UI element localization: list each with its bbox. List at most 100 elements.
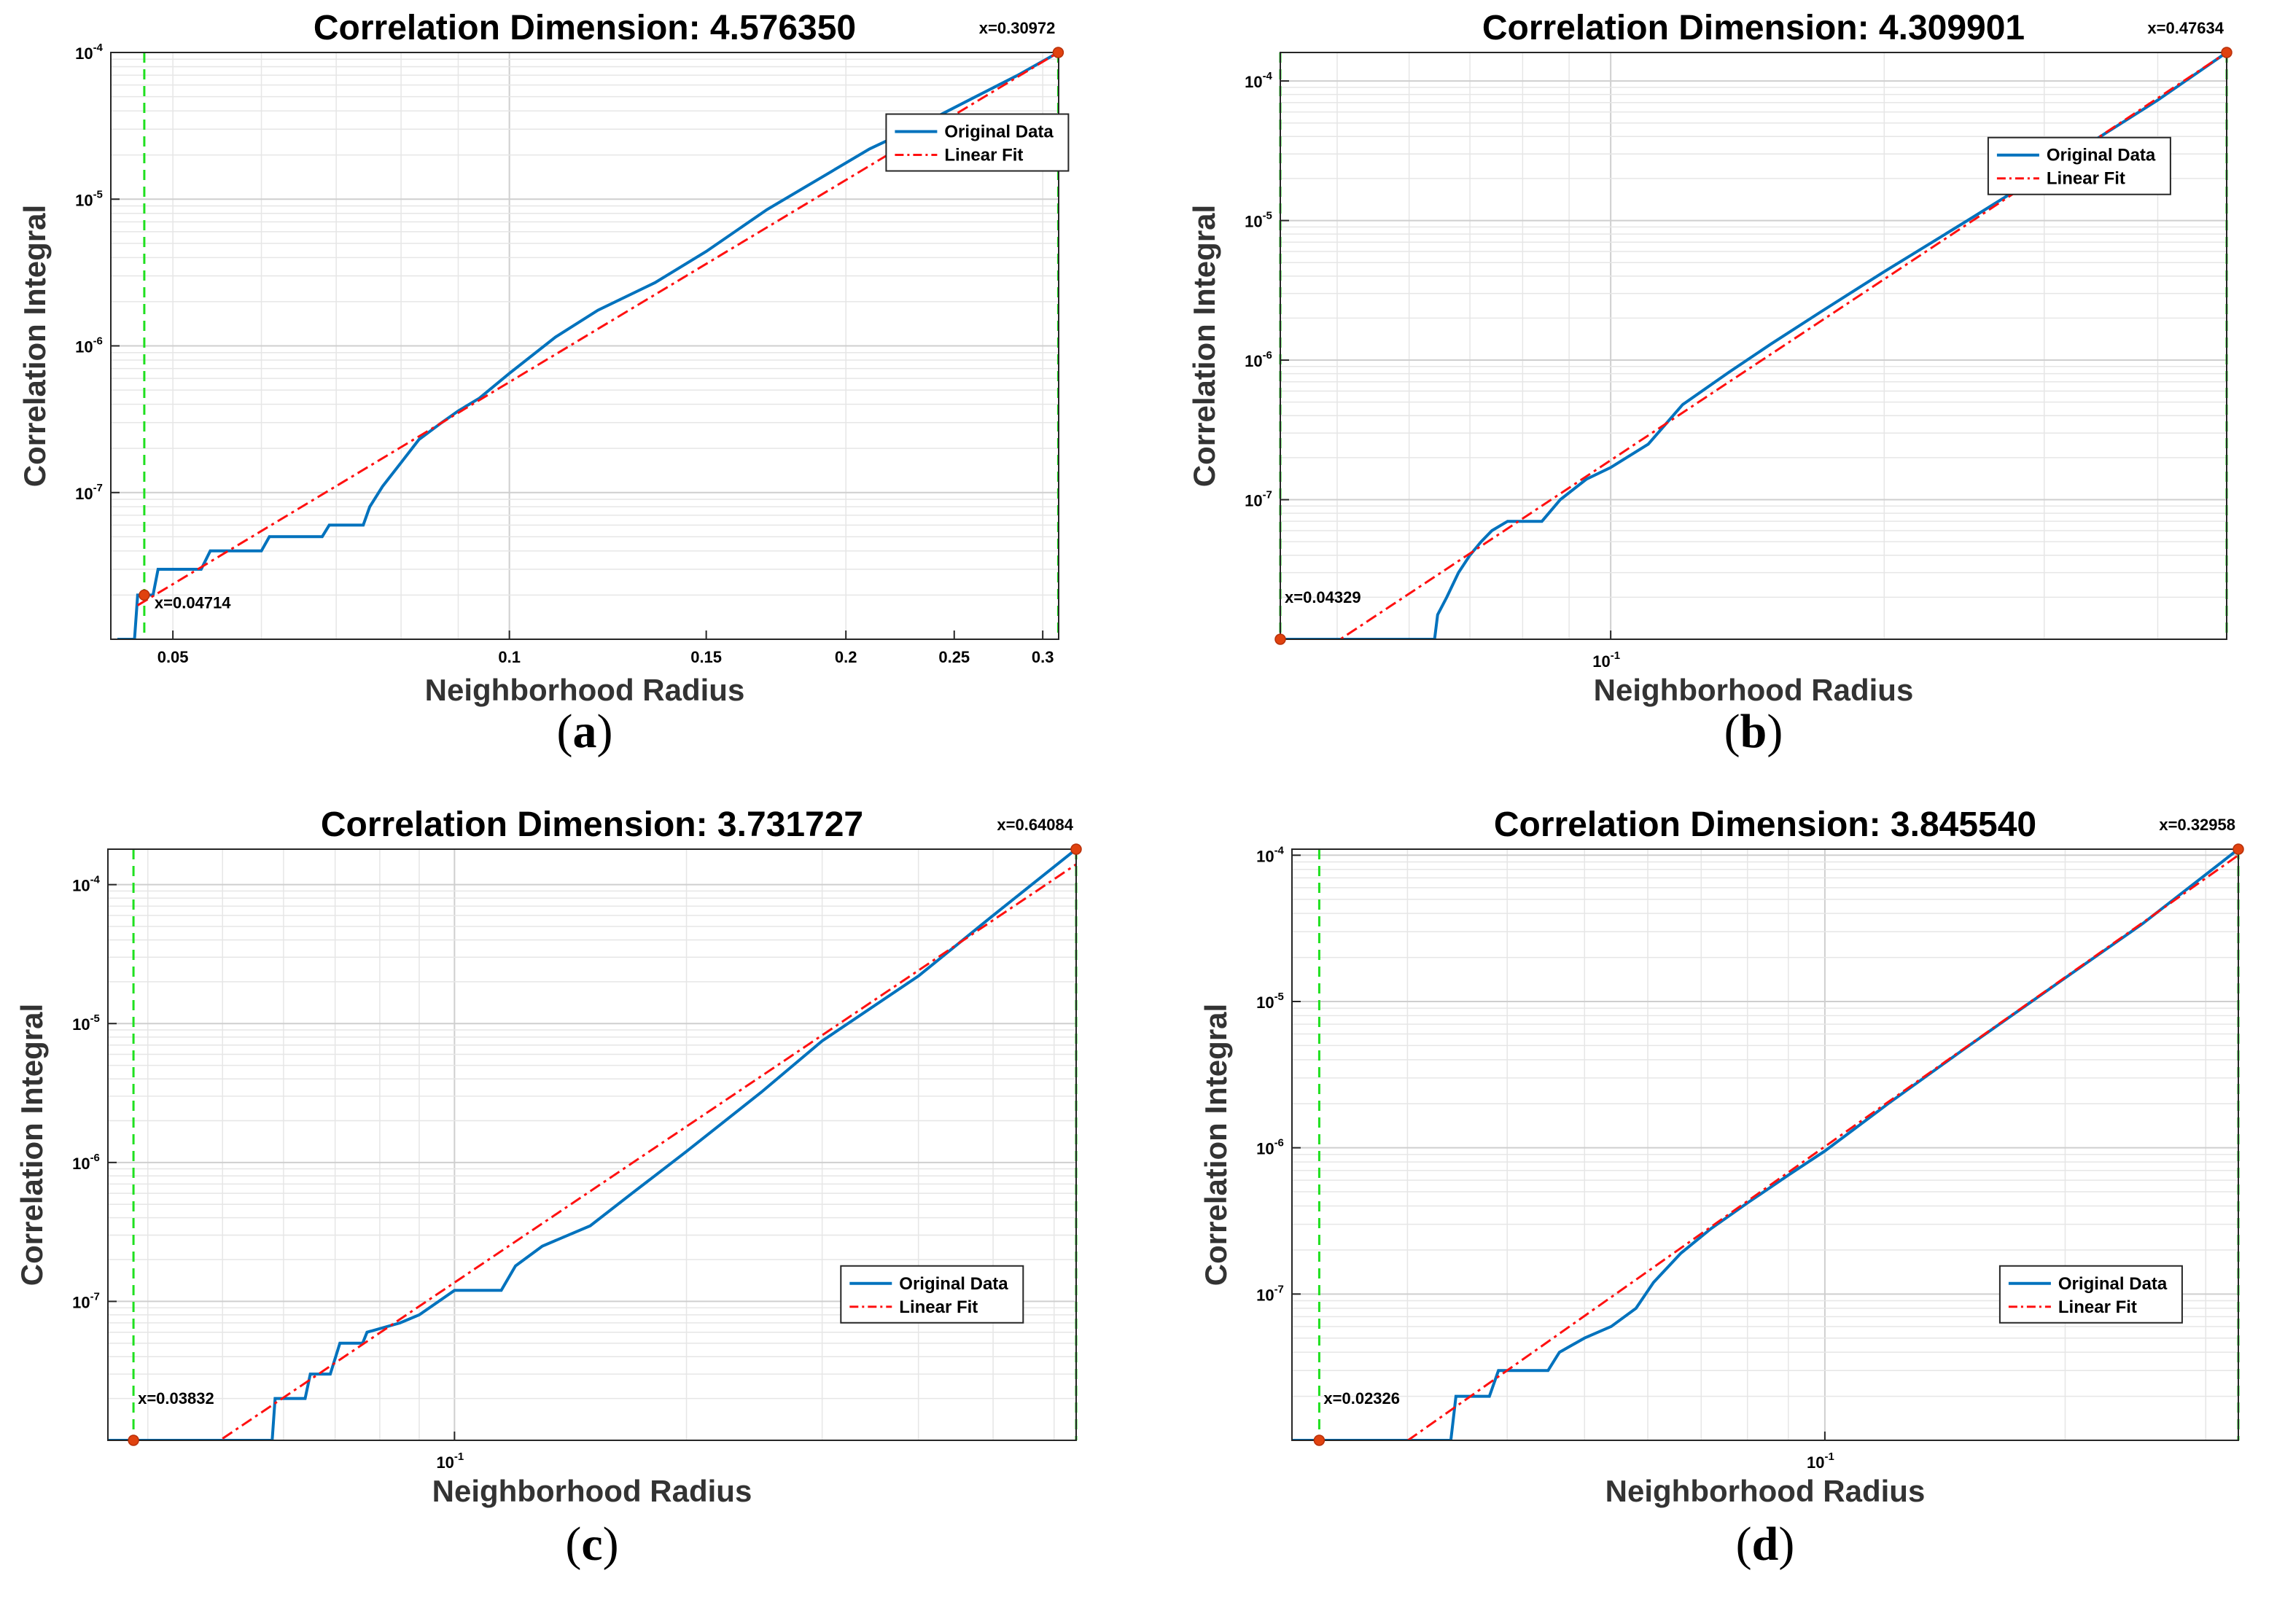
- x-tick-label: 10-1: [1592, 649, 1620, 671]
- legend-box: [885, 113, 1070, 172]
- legend: Original Data Linear Fit: [840, 1265, 1024, 1324]
- x-tick-exponent: -1: [454, 1451, 464, 1463]
- chart-title: Correlation Dimension: 4.309901: [1482, 9, 2025, 47]
- legend-label: Linear Fit: [2058, 1297, 2137, 1317]
- panel-caption: (b): [1724, 705, 1783, 758]
- x-tick-base: 10: [1592, 652, 1610, 671]
- bound-marker-point: [128, 1434, 139, 1446]
- y-tick-exponent: -7: [1263, 489, 1272, 501]
- legend-label: Original Data: [944, 122, 1054, 142]
- grid: [1280, 52, 2227, 639]
- bound-annotation: x=0.47634: [2147, 19, 2224, 37]
- y-tick-label: 10-4: [1245, 70, 1272, 91]
- legend: Original Data Linear Fit: [885, 113, 1070, 172]
- plot-area: [1292, 849, 2238, 1440]
- panel-caption: (a): [557, 705, 613, 758]
- legend-label: Linear Fit: [2047, 169, 2125, 189]
- bound-marker-point: [1070, 843, 1082, 855]
- caption-letter: b: [1740, 705, 1767, 758]
- y-tick-exponent: -6: [1263, 349, 1272, 362]
- y-tick-exponent: -4: [1263, 70, 1273, 82]
- series-line-original-data: [1292, 849, 2238, 1440]
- x-tick-label: 10-1: [436, 1451, 464, 1472]
- y-tick-exponent: -5: [93, 188, 103, 200]
- axes-frame: [1291, 848, 2239, 1441]
- y-tick-label: 10-7: [1245, 489, 1272, 510]
- y-tick-label: 10-6: [75, 335, 103, 356]
- caption-close-paren: ): [597, 705, 613, 758]
- x-tick-label: 0.2: [835, 648, 857, 666]
- legend-label: Original Data: [899, 1274, 1008, 1294]
- bound-marker-point: [139, 589, 150, 601]
- y-axis-label: Correlation Integral: [15, 1004, 49, 1286]
- bound-marker-point: [2233, 843, 2244, 855]
- y-axis-label: Correlation Integral: [1187, 205, 1221, 487]
- bound-marker-point: [1274, 633, 1286, 645]
- y-tick-exponent: -4: [90, 874, 101, 886]
- y-axis-label: Correlation Integral: [1199, 1004, 1233, 1286]
- bound-marker-point: [2221, 47, 2233, 58]
- y-tick-base: 10: [1245, 73, 1262, 91]
- x-axis-label: Neighborhood Radius: [1594, 673, 1914, 707]
- caption-letter: a: [573, 705, 597, 758]
- y-tick-exponent: -4: [93, 42, 104, 54]
- y-tick-exponent: -4: [1274, 844, 1285, 856]
- grid: [1292, 849, 2238, 1440]
- bound-marker-point: [1052, 47, 1064, 58]
- series-line-linear-fit: [1338, 52, 2227, 639]
- panel-caption: (d): [1736, 1518, 1795, 1571]
- y-tick-base: 10: [1256, 1140, 1274, 1158]
- caption-open-paren: (: [1736, 1518, 1752, 1571]
- bound-annotation: x=0.04714: [155, 593, 231, 612]
- x-tick-label: 10-1: [1807, 1451, 1834, 1472]
- caption-open-paren: (: [1724, 705, 1740, 758]
- x-tick-base: 10: [1807, 1453, 1824, 1472]
- y-tick-base: 10: [1256, 847, 1274, 865]
- caption-open-paren: (: [565, 1518, 581, 1571]
- chart-panel-b: 10-110-710-610-510-4x=0.04329x=0.47634Or…: [1187, 9, 2233, 758]
- x-tick-label: 0.05: [157, 648, 189, 666]
- y-axis-label: Correlation Integral: [17, 205, 52, 487]
- y-tick-base: 10: [75, 338, 93, 356]
- series-line-linear-fit: [1406, 854, 2238, 1440]
- x-tick-label: 0.1: [498, 648, 521, 666]
- y-tick-base: 10: [72, 877, 90, 895]
- x-axis-label: Neighborhood Radius: [432, 1474, 752, 1508]
- y-tick-label: 10-4: [75, 42, 103, 63]
- y-tick-base: 10: [1245, 492, 1262, 510]
- series-line-original-data: [1280, 52, 2227, 639]
- y-tick-label: 10-5: [1256, 991, 1284, 1012]
- y-tick-label: 10-6: [72, 1152, 100, 1173]
- axes-frame: [1280, 52, 2227, 640]
- legend: Original Data Linear Fit: [1987, 136, 2171, 195]
- y-tick-label: 10-6: [1256, 1137, 1284, 1158]
- y-tick-base: 10: [72, 1015, 90, 1034]
- bound-annotation: x=0.32958: [2159, 816, 2235, 834]
- y-tick-base: 10: [1245, 352, 1262, 370]
- series-line-original-data: [108, 849, 1076, 1440]
- bound-annotation: x=0.64084: [997, 816, 1073, 834]
- plot-area: [108, 849, 1076, 1440]
- y-tick-label: 10-7: [75, 482, 103, 503]
- y-tick-base: 10: [75, 485, 93, 503]
- series-line-original-data: [117, 52, 1059, 639]
- y-tick-exponent: -6: [1274, 1137, 1284, 1149]
- x-tick-exponent: -1: [1824, 1451, 1834, 1463]
- chart-panel-c: 10-110-710-610-510-4x=0.03832x=0.64084Or…: [15, 805, 1082, 1571]
- y-tick-base: 10: [72, 1155, 90, 1173]
- legend-label: Original Data: [2058, 1274, 2168, 1294]
- y-tick-exponent: -7: [1274, 1283, 1284, 1295]
- chart-title: Correlation Dimension: 3.845540: [1494, 805, 2036, 844]
- y-tick-label: 10-4: [1256, 844, 1284, 865]
- y-tick-base: 10: [75, 44, 93, 63]
- y-tick-base: 10: [1256, 1286, 1274, 1304]
- y-tick-exponent: -5: [90, 1012, 100, 1025]
- bound-annotation: x=0.03832: [138, 1389, 214, 1408]
- x-axis-label: Neighborhood Radius: [425, 673, 745, 707]
- caption-letter: d: [1752, 1518, 1779, 1571]
- y-tick-exponent: -6: [90, 1152, 100, 1164]
- x-axis-label: Neighborhood Radius: [1605, 1474, 1926, 1508]
- x-tick-label: 0.3: [1032, 648, 1054, 666]
- y-tick-base: 10: [72, 1293, 90, 1311]
- chart-title: Correlation Dimension: 4.576350: [314, 9, 856, 47]
